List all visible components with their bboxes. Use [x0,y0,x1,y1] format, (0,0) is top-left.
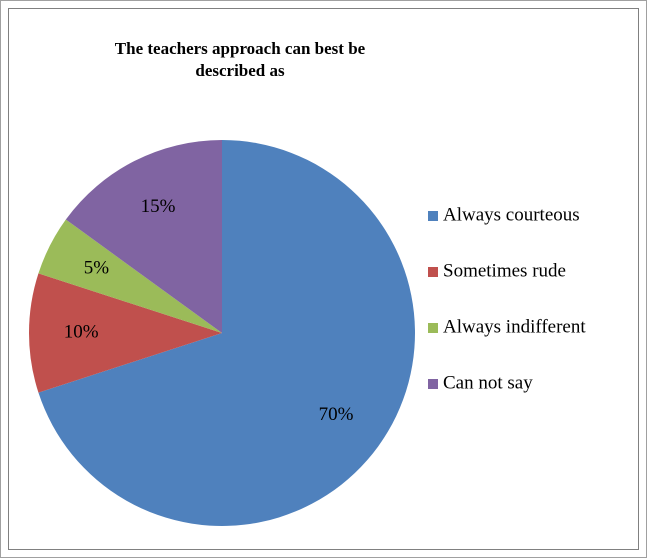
legend-swatch [428,379,438,389]
legend-label: Always indifferent [443,316,586,337]
legend-swatch [428,267,438,277]
chart-title: The teachers approach can best be descri… [114,39,366,80]
data-label: 70% [319,404,354,425]
legend: Always courteous Sometimes rude Always ind… [428,204,586,393]
data-label: 10% [64,321,99,342]
pie-slice [65,140,223,333]
legend-label: Can not say [443,372,533,393]
legend-label: Always courteous [443,204,580,225]
data-label: 15% [141,196,176,217]
pie: 70% 10% 5% 15% [28,140,415,526]
legend-swatch [428,211,438,221]
pie-slice [38,140,415,526]
data-label: 5% [84,257,110,278]
legend-swatch [428,323,438,333]
pie-slice [28,273,222,393]
legend-label: Sometimes rude [443,260,566,281]
chart-border [8,8,639,550]
pie-slice [38,219,222,333]
